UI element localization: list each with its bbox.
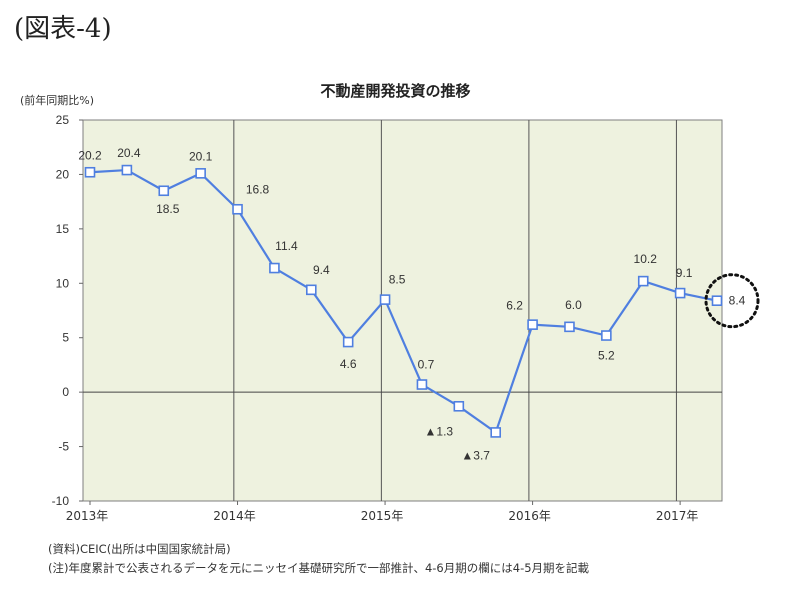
data-label: 0.7 <box>418 358 435 372</box>
data-label: 20.4 <box>117 146 141 160</box>
data-label: 10.2 <box>634 252 658 266</box>
data-label: 8.5 <box>389 273 406 287</box>
series-line <box>89 168 718 435</box>
data-label: 16.8 <box>246 182 270 196</box>
data-point <box>269 262 280 274</box>
data-point <box>674 287 686 299</box>
x-tick-label: 2014年 <box>213 509 256 523</box>
y-tick-label: -10 <box>52 494 70 508</box>
data-label: 20.1 <box>189 149 213 163</box>
data-label: 18.5 <box>156 202 180 216</box>
data-point <box>158 185 170 197</box>
data-label: 8.4 <box>729 294 746 308</box>
data-point <box>637 275 649 287</box>
data-point <box>711 295 723 307</box>
y-tick-label: 10 <box>56 276 70 290</box>
data-point <box>232 203 243 215</box>
figure-label: (図表-4) <box>14 14 112 44</box>
footnote: (注)年度累計で公表されるデータを元にニッセイ基礎研究所で一部推計、4-6月期の… <box>48 561 590 575</box>
y-tick-label: 0 <box>62 385 69 399</box>
y-tick-label: 15 <box>56 222 70 236</box>
x-tick-label: 2016年 <box>508 509 551 523</box>
data-label: 6.2 <box>506 299 523 313</box>
data-point <box>416 379 428 390</box>
data-label: 9.1 <box>676 266 693 280</box>
data-point <box>195 168 206 179</box>
y-tick-label: 20 <box>56 167 70 181</box>
data-point <box>564 321 575 333</box>
data-label: 6.0 <box>565 298 582 312</box>
data-point <box>527 319 538 330</box>
data-point <box>84 166 96 178</box>
y-axis-unit-label: (前年同期比%) <box>20 94 95 107</box>
data-point <box>601 330 612 341</box>
data-label: ▲1.3 <box>425 424 454 438</box>
data-label: 9.4 <box>313 263 330 277</box>
data-point <box>379 294 391 305</box>
data-label: 4.6 <box>340 357 357 371</box>
data-point <box>490 427 502 438</box>
source-note: (資料)CEIC(出所は中国国家統計局) <box>48 542 231 556</box>
y-tick-label: -5 <box>58 440 69 454</box>
x-tick-label: 2015年 <box>361 509 404 523</box>
data-label: 11.4 <box>275 239 298 253</box>
y-tick-label: 25 <box>56 113 70 127</box>
x-tick-label: 2013年 <box>66 509 109 523</box>
data-point <box>342 336 354 348</box>
y-tick-label: 5 <box>62 331 69 345</box>
data-point <box>453 400 465 412</box>
x-tick-label: 2017年 <box>656 509 699 523</box>
data-label: ▲3.7 <box>461 448 490 462</box>
data-point <box>305 284 317 296</box>
chart-title: 不動産開発投資の推移 <box>320 82 471 100</box>
plot-area <box>82 119 723 502</box>
highlight-circle <box>704 273 760 329</box>
data-label: 20.2 <box>78 148 102 162</box>
data-point <box>121 164 133 176</box>
data-label: 5.2 <box>598 349 615 363</box>
